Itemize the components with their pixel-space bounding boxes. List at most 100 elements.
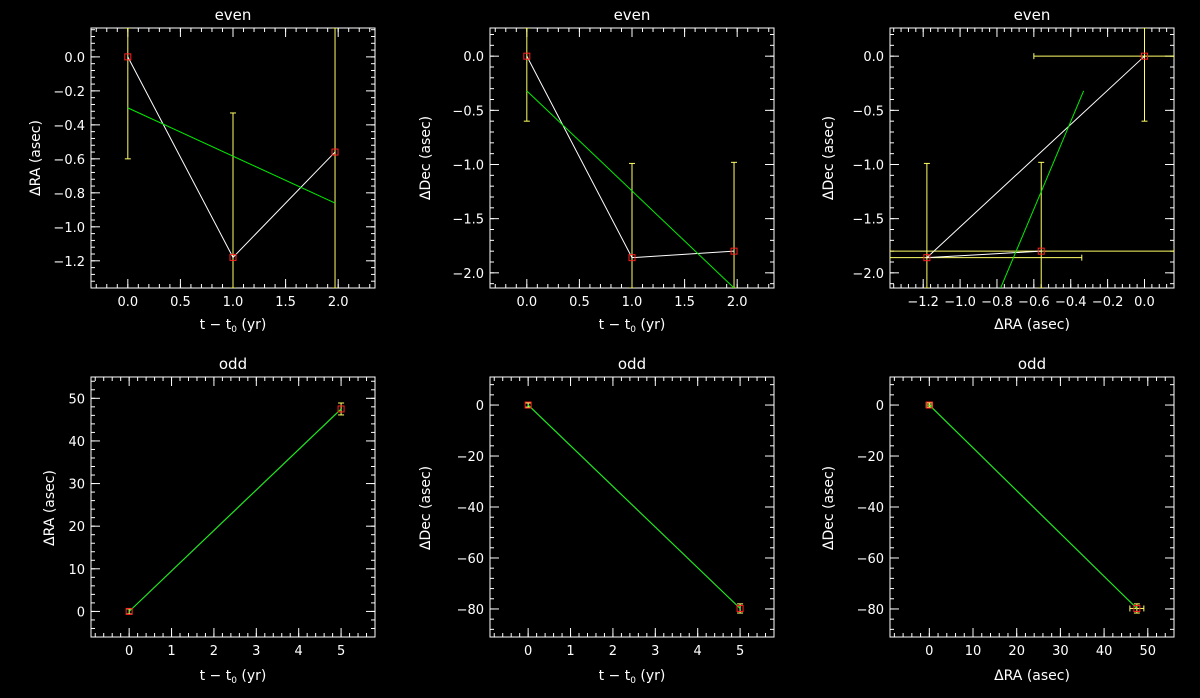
y-axis-label: ΔRA (asec)	[28, 120, 44, 196]
y-tick-label: −60	[857, 552, 884, 567]
y-tick-label: −2.0	[852, 267, 884, 282]
y-tick-label: −40	[857, 501, 884, 516]
y-tick-label: −20	[857, 450, 884, 465]
y-tick-label: −1.0	[53, 221, 85, 236]
x-tick-label: 2	[210, 644, 218, 659]
data-point	[331, 148, 339, 156]
x-tick-label: 4	[295, 644, 303, 659]
y-axis-label: ΔRA (asec)	[42, 470, 58, 546]
x-tick-label: 0.5	[569, 295, 590, 310]
data-point	[125, 607, 133, 615]
y-tick-label: −80	[457, 603, 484, 618]
x-tick-label: 30	[1052, 644, 1069, 659]
x-axis-label: ΔRA (asec)	[994, 668, 1070, 684]
data-point	[736, 604, 744, 612]
data-point	[925, 401, 933, 409]
y-tick-label: −1.0	[452, 159, 484, 174]
y-tick-label: 0	[476, 399, 484, 414]
fit-line	[127, 107, 336, 204]
x-tick-label: 2.0	[727, 295, 748, 310]
y-axis-label: ΔDec (asec)	[418, 466, 434, 550]
x-tick-label: 4	[694, 644, 702, 659]
x-axis-label: ΔRA (asec)	[994, 317, 1070, 333]
x-tick-label: 2	[609, 644, 617, 659]
x-tick-label: 0.0	[516, 295, 537, 310]
data-marks	[925, 401, 1145, 614]
y-tick-label: 50	[68, 392, 85, 407]
x-axis-label: t − t0 (yr)	[599, 317, 666, 335]
x-tick-label: 1.0	[223, 295, 244, 310]
y-tick-label: −20	[457, 450, 484, 465]
plot-frame	[889, 27, 1175, 289]
data-point	[730, 247, 738, 255]
x-tick-label: 0.0	[1134, 295, 1155, 310]
panel-3-even-dec-vs-ra: even ΔRA (asec) ΔDec (asec) −1.2 −1.0 −0.8…	[821, 6, 1175, 333]
x-tick-label: 0.5	[170, 295, 191, 310]
data-point	[1133, 604, 1141, 612]
y-tick-label: −1.5	[452, 213, 484, 228]
y-tick-label: −0.5	[452, 104, 484, 119]
data-point	[524, 401, 532, 409]
x-tick-label: −0.8	[981, 295, 1013, 310]
data-line	[526, 55, 735, 259]
panel-title: even	[215, 6, 252, 24]
x-tick-label: 3	[252, 644, 260, 659]
panel-2-even-dec-vs-time: even t − t0 (yr) ΔDec (asec) 0.0 0.5 1.0 1.…	[418, 6, 775, 335]
panel-4-odd-ra-vs-time: odd t − t0 (yr) ΔRA (asec) 0 1 2 3 4 50102030…	[42, 355, 376, 686]
data-point	[229, 253, 237, 261]
y-tick-label: 0	[77, 605, 85, 620]
data-point	[628, 254, 636, 262]
x-tick-label: −0.6	[1018, 295, 1050, 310]
fit-line	[128, 408, 342, 612]
y-tick-label: 0.0	[64, 51, 85, 66]
x-tick-label: −0.4	[1055, 295, 1087, 310]
x-tick-label: 0	[524, 644, 532, 659]
x-tick-label: −1.2	[907, 295, 939, 310]
x-tick-label: 10	[965, 644, 982, 659]
data-marks	[890, 28, 1174, 288]
x-tick-label: 40	[1096, 644, 1113, 659]
y-tick-label: −0.5	[852, 104, 884, 119]
y-tick-label: 10	[68, 563, 85, 578]
panel-title: even	[614, 6, 651, 24]
y-tick-label: 0.0	[463, 50, 484, 65]
y-tick-label: 40	[68, 435, 85, 450]
x-tick-label: 0	[925, 644, 933, 659]
x-tick-label: 0.0	[117, 295, 138, 310]
data-marks	[124, 28, 339, 288]
data-point	[1140, 52, 1148, 60]
fit-line	[1000, 90, 1085, 288]
y-tick-label: 30	[68, 478, 85, 493]
data-point	[523, 52, 531, 60]
y-axis-label: ΔDec (asec)	[821, 466, 837, 550]
fit-line	[928, 404, 1138, 609]
y-tick-label: −1.0	[852, 159, 884, 174]
data-line	[925, 55, 1145, 259]
panel-title: odd	[219, 355, 247, 373]
panel-5-odd-dec-vs-time: odd t − t0 (yr) ΔDec (asec) 0 1 2 3 4 5 −80 −60…	[418, 355, 775, 686]
panel-1-even-ra-vs-time: even t − t0 (yr) ΔRA (asec) 0.0 0.5 1.0 1.5…	[28, 6, 376, 335]
x-tick-label: −0.2	[1092, 295, 1124, 310]
data-point	[923, 254, 931, 262]
x-tick-label: 1.0	[622, 295, 643, 310]
x-tick-label: 1.5	[275, 295, 296, 310]
x-tick-label: 50	[1140, 644, 1157, 659]
x-tick-label: 5	[337, 644, 345, 659]
y-tick-label: −0.2	[53, 85, 85, 100]
x-tick-label: 20	[1008, 644, 1025, 659]
x-tick-label: 3	[651, 644, 659, 659]
x-axis-label: t − t0 (yr)	[200, 668, 267, 686]
y-axis-label: ΔDec (asec)	[418, 116, 434, 200]
y-tick-label: −2.0	[452, 267, 484, 282]
fit-line	[526, 90, 735, 288]
y-tick-label: −1.5	[852, 213, 884, 228]
plot-frame	[90, 376, 376, 638]
panel-title: even	[1014, 6, 1051, 24]
x-tick-label: 5	[736, 644, 744, 659]
y-tick-label: 0	[876, 399, 884, 414]
x-tick-label: 1	[167, 644, 175, 659]
x-tick-label: 0	[125, 644, 133, 659]
x-tick-label: −1.0	[944, 295, 976, 310]
